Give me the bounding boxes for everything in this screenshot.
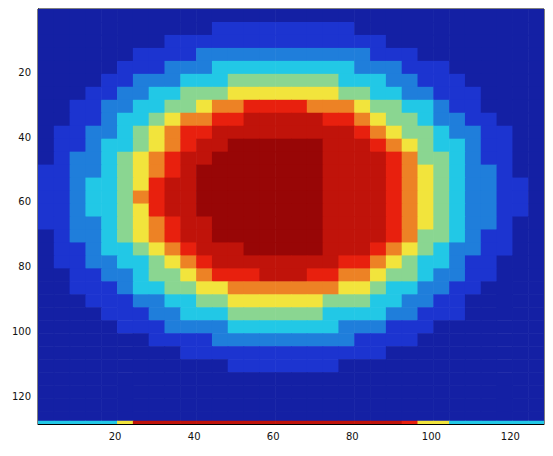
svg-text:60: 60: [18, 196, 31, 207]
svg-text:80: 80: [346, 431, 359, 442]
svg-text:120: 120: [501, 431, 520, 442]
svg-text:100: 100: [12, 326, 31, 337]
svg-text:120: 120: [12, 391, 31, 402]
svg-text:20: 20: [109, 431, 122, 442]
svg-text:60: 60: [267, 431, 280, 442]
svg-text:40: 40: [18, 132, 31, 143]
svg-text:80: 80: [18, 261, 31, 272]
svg-text:100: 100: [422, 431, 441, 442]
svg-text:40: 40: [188, 431, 201, 442]
svg-text:20: 20: [18, 67, 31, 78]
